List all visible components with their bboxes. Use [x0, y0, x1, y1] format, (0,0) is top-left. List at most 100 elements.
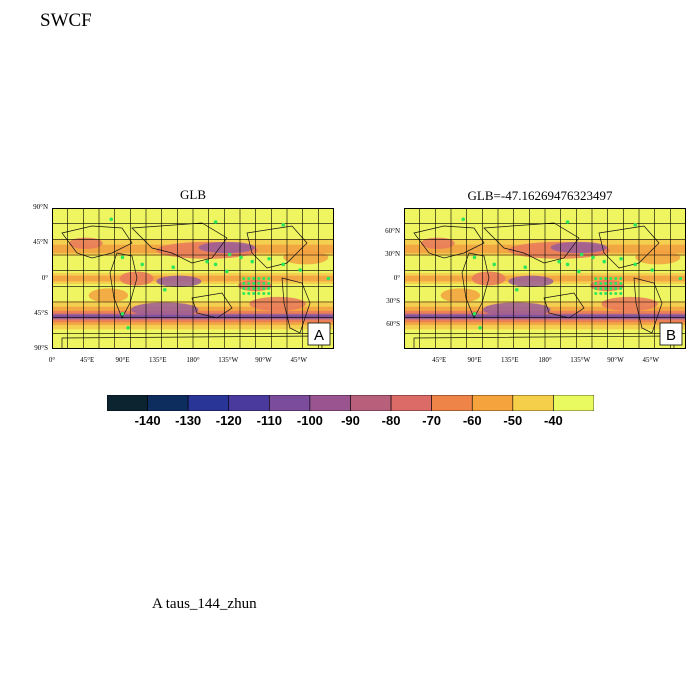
panel-a-marker-8: [267, 256, 271, 261]
panel-b-marker-grid: [604, 277, 608, 280]
panel-a-lon-label: 90°E: [115, 356, 130, 364]
panel-a-marker-17: [120, 311, 125, 316]
panel-b-lat-label: 30°S: [386, 297, 400, 306]
panel-b-marker-3: [557, 259, 561, 264]
panel-a-marker-9: [281, 262, 286, 267]
panel-b-lon-label: 135°W: [570, 356, 591, 364]
panel-b-marker-grid: [614, 287, 618, 290]
panel-a-map: A: [52, 208, 334, 349]
panel-b-lon-label: 45°E: [432, 356, 447, 364]
panel-b-marker-grid: [594, 292, 598, 295]
panel-a-lat-label: 45°S: [34, 308, 48, 317]
panel-a-marker-10: [298, 268, 302, 272]
panel-b-marker-grid: [599, 287, 603, 290]
panel-b-marker-grid: [604, 287, 608, 290]
panel-a-marker-12: [163, 287, 167, 292]
panel-b-lon-label: 135°E: [500, 356, 519, 364]
panel-b-cloud-blob-8: [601, 296, 658, 311]
panel-a-marker-grid: [252, 282, 256, 285]
panel-a-marker-grid: [257, 287, 261, 290]
panel-b-marker-grid: [604, 292, 608, 295]
panel-b-marker-12: [515, 287, 519, 292]
panel-b-lat-label: 30°N: [385, 249, 400, 258]
panel-a-marker-grid: [242, 287, 246, 290]
panel-b-marker-grid: [594, 277, 598, 280]
panel-b-frame: [404, 208, 686, 349]
panel-a-coastline-2: [131, 222, 228, 264]
panel-a-marker-grid: [262, 277, 266, 280]
panel-a-cloud-blob-2: [68, 237, 103, 249]
panel-a-marker-grid: [242, 292, 246, 295]
panel-b-marker-grid: [599, 282, 603, 285]
panel-a-cloud-blob-7: [88, 288, 129, 303]
panel-b-coastline-5: [633, 277, 663, 334]
panel-b-cloud-blob-6: [635, 250, 681, 265]
panel-a-marker-grid: [247, 282, 251, 285]
colorbar-segment: [269, 395, 311, 411]
panel-b-marker-grid: [609, 282, 613, 285]
colorbar-segment: [309, 395, 351, 411]
panel-b-marker-6: [591, 255, 595, 260]
panel-b-coastline-0: [413, 225, 485, 259]
colorbar-segment: [390, 395, 432, 411]
panel-b-marker-2: [523, 265, 528, 270]
panel-a-marker-grid: [262, 282, 266, 285]
panel-b-marker-grid: [604, 282, 608, 285]
panel-a-cloud-blob-8: [249, 296, 306, 311]
panel-a-marker-grid: [267, 287, 271, 290]
colorbar-label: -100: [296, 413, 323, 428]
panel-a-label: A: [314, 327, 324, 344]
panel-b-cloud-blob-9: [482, 302, 551, 317]
panel-a-marker-2: [171, 265, 176, 270]
panel-a-lon-label: 90°W: [255, 356, 272, 364]
panel-b-lon-label: 180°: [538, 356, 552, 364]
panel-a-coastline-0: [61, 225, 133, 259]
panel-a-marker-grid: [252, 292, 256, 295]
panel-b-lat-label: 60°N: [385, 226, 400, 235]
panel-b-cloud-blob-3: [508, 275, 554, 287]
panel-b-coastline-1: [461, 252, 490, 319]
panel-b-marker-7: [602, 259, 607, 264]
panel-a-marker-3: [205, 259, 209, 264]
panel-a-marker-15: [213, 220, 218, 224]
panel-b-marker-5: [579, 252, 584, 257]
panel-a-label-box: [307, 322, 331, 346]
panel-b-marker-grid: [594, 282, 598, 285]
panel-b-marker-grid: [594, 287, 598, 290]
panel-a-marker-7: [250, 259, 255, 264]
panel-a-marker-grid: [262, 292, 266, 295]
panel-b-label-box: [659, 322, 683, 346]
panel-a-marker-grid: [247, 287, 251, 290]
panel-a-marker-18: [126, 326, 130, 330]
panel-b-lat-label: 0°: [393, 273, 400, 282]
panel-b-lat-label: 60°S: [386, 320, 400, 329]
colorbar-segment: [431, 395, 473, 411]
panel-a-marker-grid: [252, 277, 256, 280]
colorbar-segment: [147, 395, 189, 411]
colorbar-label: -70: [422, 413, 442, 428]
panel-a-marker-14: [109, 217, 114, 222]
panel-b-coastline-2: [483, 222, 580, 264]
panel-a-marker-grid: [242, 277, 246, 280]
panel-a-marker-grid: [257, 282, 261, 285]
panel-b-title: GLB=-47.16269476323497: [467, 188, 613, 203]
panel-a-lat-label: 90°S: [34, 344, 48, 352]
panel-a-marker-0: [120, 255, 125, 260]
panel-a-marker-16: [281, 223, 286, 227]
panel-a-lat-label: 45°N: [33, 238, 48, 247]
panel-b-marker-11: [678, 276, 683, 281]
panel-b-marker-14: [461, 217, 466, 222]
colorbar-label: -140: [134, 413, 161, 428]
colorbar-segment: [228, 395, 270, 411]
panel-b-coastline-6: [413, 335, 675, 349]
panel-b-marker-18: [478, 326, 482, 330]
panel-a-marker-grid: [247, 292, 251, 295]
panel-b-marker-4: [565, 262, 570, 267]
panel-b-marker-grid: [619, 282, 623, 285]
colorbar-segment: [553, 395, 594, 411]
panel-b-marker-16: [633, 223, 638, 227]
panel-a-lon-label: 135°E: [148, 356, 167, 364]
panel-b-marker-10: [650, 268, 654, 272]
panel-b-marker-8: [619, 256, 623, 261]
panel-b-lon-label: 90°W: [607, 356, 624, 364]
